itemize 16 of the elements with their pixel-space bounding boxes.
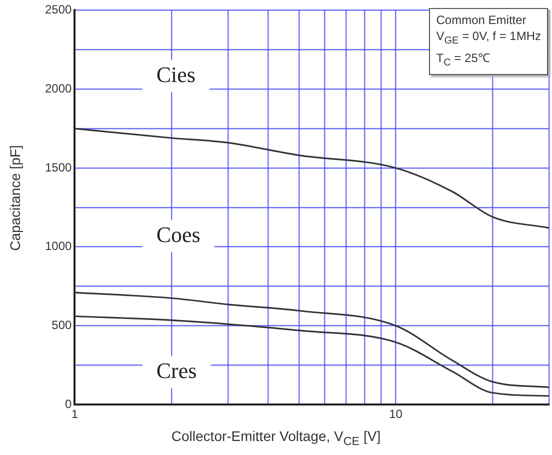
- series-label: Cres: [156, 358, 197, 383]
- annotation: T$_{C}$ = 25℃: [436, 50, 491, 70]
- y-tick-label: 2500: [44, 2, 72, 17]
- x-axis-title: Collector-Emitter Voltage, V$_{CE}$ [V]: [170, 428, 382, 448]
- y-tick-label: 0: [65, 396, 72, 411]
- annotation: V$_{GE}$ = 0V, f = 1MHz: [436, 28, 541, 49]
- text: Cies: [156, 62, 196, 87]
- y-tick-label: 2000: [44, 81, 72, 96]
- x-tick-label: 10: [389, 407, 403, 422]
- y-tick-label: 1500: [44, 160, 72, 174]
- text: Coes: [156, 222, 200, 247]
- x-tick-label: 1: [71, 407, 78, 422]
- y-axis-title: Capacitance [pF]: [7, 144, 23, 253]
- annotation: Common Emitter: [436, 12, 528, 28]
- y-tick-label: 500: [52, 318, 72, 332]
- y-tick-label: 1000: [44, 239, 72, 254]
